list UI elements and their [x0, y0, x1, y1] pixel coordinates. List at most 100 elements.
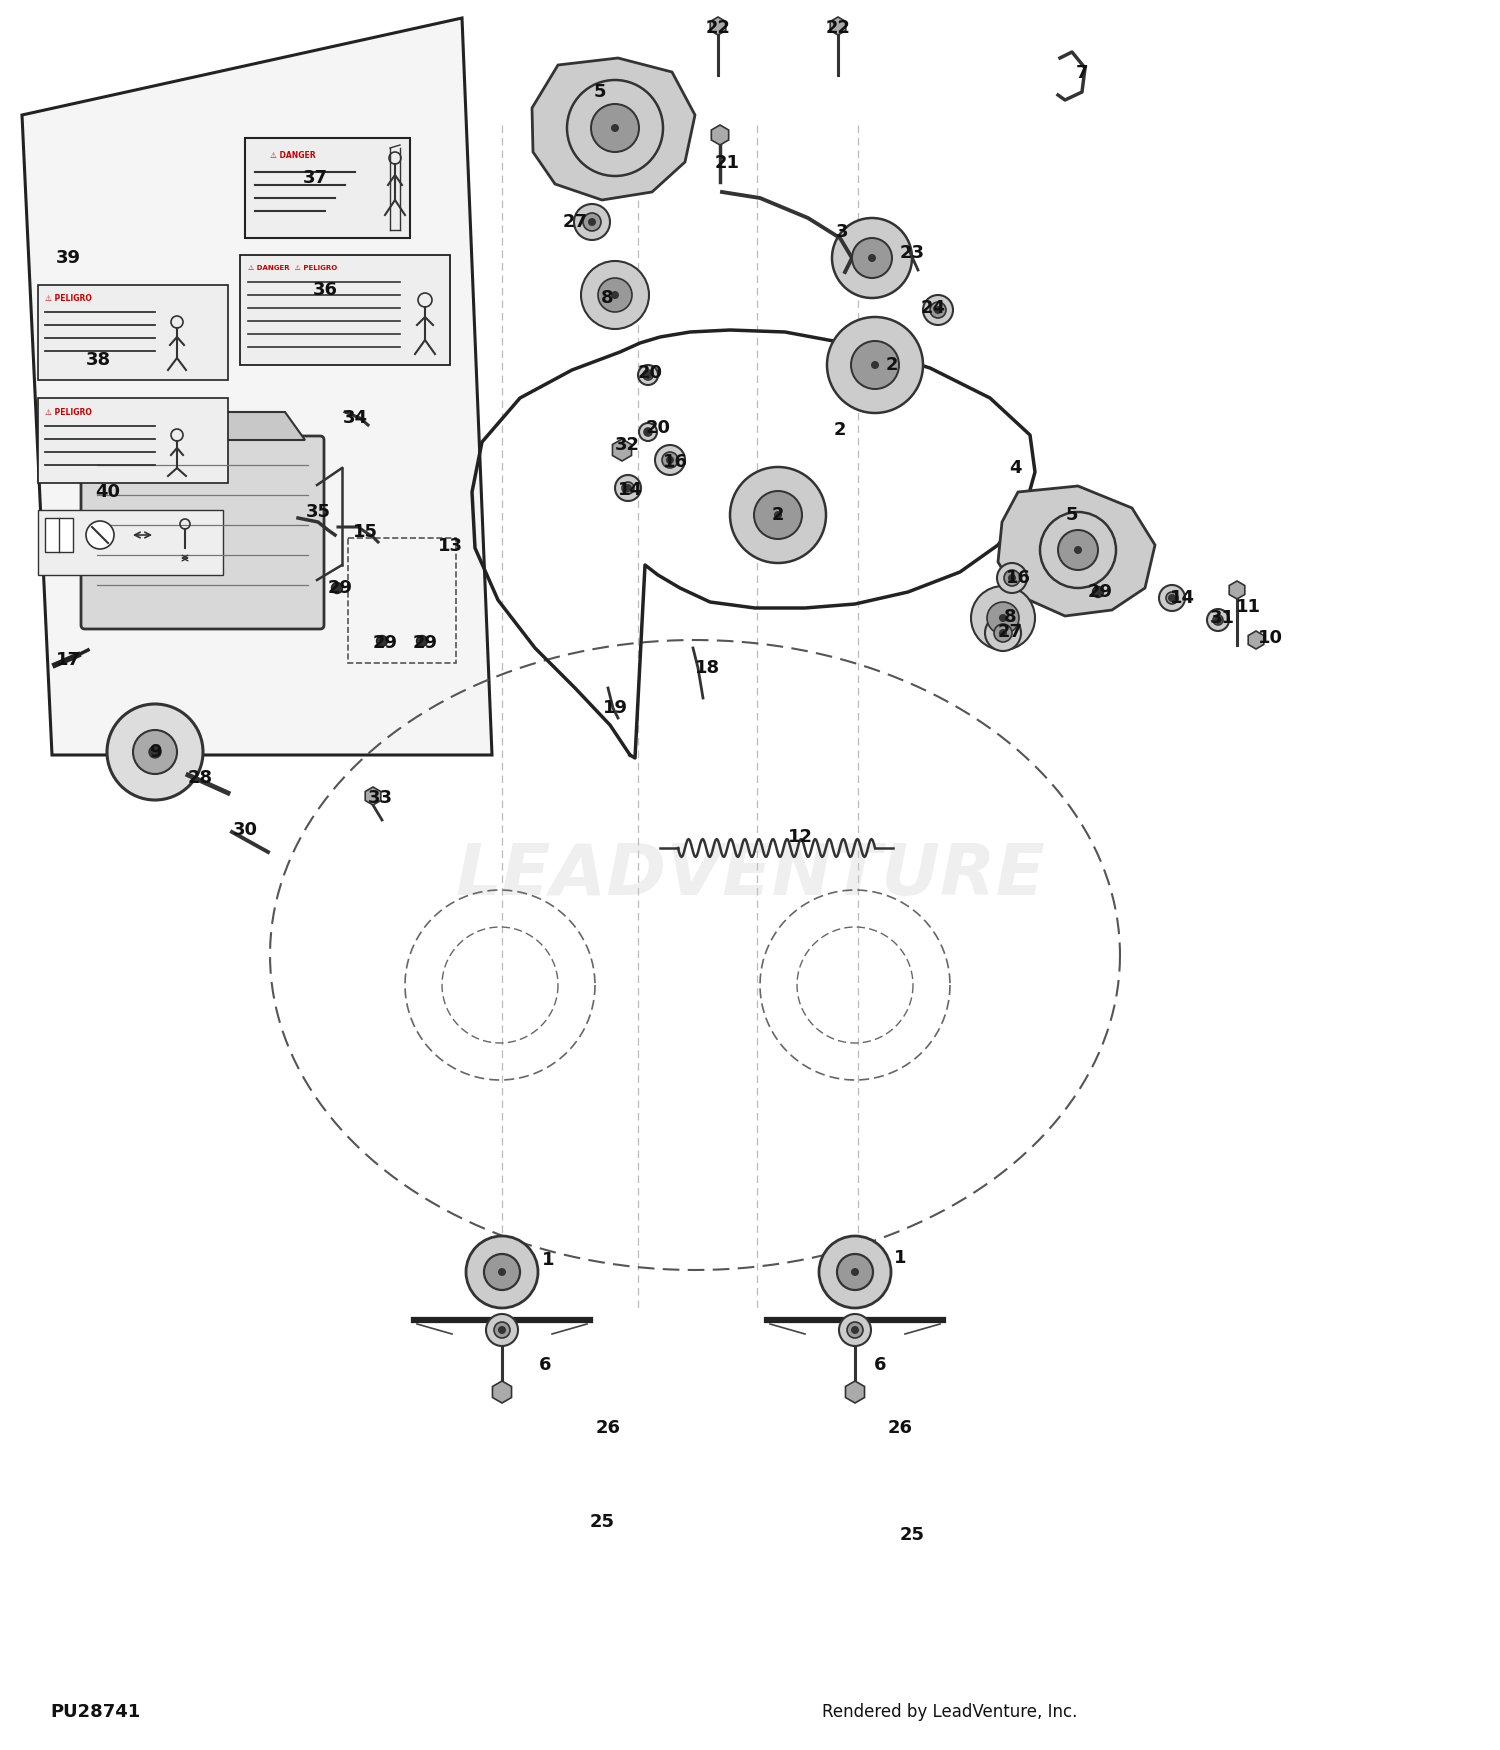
Bar [38, 509, 224, 576]
Circle shape [574, 205, 610, 240]
Text: 11: 11 [1236, 598, 1260, 616]
Text: 26: 26 [888, 1419, 912, 1437]
Circle shape [1004, 570, 1020, 586]
Circle shape [417, 635, 428, 646]
Text: 16: 16 [663, 453, 687, 471]
Circle shape [656, 444, 686, 474]
Circle shape [86, 522, 114, 550]
Circle shape [494, 1321, 510, 1339]
Text: 32: 32 [615, 436, 639, 453]
Text: 22: 22 [825, 19, 850, 37]
Text: 27: 27 [998, 623, 1023, 640]
Text: 5: 5 [1065, 506, 1078, 523]
Polygon shape [100, 411, 304, 439]
Circle shape [486, 1314, 518, 1346]
Bar [45, 518, 74, 551]
Bar [38, 397, 228, 483]
Text: 10: 10 [1257, 628, 1282, 648]
Circle shape [644, 371, 652, 380]
Polygon shape [22, 18, 492, 754]
Circle shape [610, 290, 620, 299]
Text: 22: 22 [705, 19, 730, 37]
Text: ⚠ DANGER: ⚠ DANGER [270, 150, 315, 159]
Text: 38: 38 [86, 352, 111, 369]
Bar [38, 285, 228, 380]
Text: 21: 21 [714, 154, 740, 172]
Text: 18: 18 [696, 660, 720, 677]
Circle shape [1214, 614, 1222, 625]
Polygon shape [998, 487, 1155, 616]
Circle shape [774, 511, 782, 520]
Circle shape [588, 219, 596, 226]
Circle shape [833, 219, 912, 298]
Circle shape [1168, 593, 1176, 602]
Text: 1: 1 [894, 1250, 906, 1267]
Circle shape [987, 602, 1018, 634]
Text: 17: 17 [56, 651, 81, 668]
Circle shape [819, 1236, 891, 1307]
Circle shape [868, 254, 876, 262]
Text: 24: 24 [921, 299, 945, 317]
Circle shape [662, 452, 678, 467]
Text: 29: 29 [327, 579, 352, 597]
Text: ⚠ DANGER  ⚠ PELIGRO: ⚠ DANGER ⚠ PELIGRO [248, 264, 338, 271]
Circle shape [332, 583, 342, 593]
Circle shape [827, 317, 922, 413]
Text: 27: 27 [562, 214, 588, 231]
Circle shape [1208, 609, 1228, 632]
Text: 36: 36 [312, 282, 338, 299]
Circle shape [850, 341, 898, 388]
Circle shape [850, 1326, 859, 1334]
Circle shape [644, 429, 652, 436]
Circle shape [638, 366, 658, 385]
Polygon shape [532, 58, 694, 200]
Circle shape [1160, 584, 1185, 611]
Circle shape [1058, 530, 1098, 570]
Text: 29: 29 [1088, 583, 1113, 600]
Text: ⚠ PELIGRO: ⚠ PELIGRO [45, 408, 92, 416]
Text: 20: 20 [645, 418, 670, 438]
Text: 9: 9 [148, 744, 162, 761]
Text: 23: 23 [900, 243, 924, 262]
Text: 16: 16 [1005, 569, 1031, 586]
Circle shape [148, 746, 160, 758]
Circle shape [106, 704, 202, 800]
Circle shape [1166, 592, 1178, 604]
Circle shape [466, 1236, 538, 1307]
Circle shape [1008, 574, 1016, 583]
Text: 6: 6 [873, 1356, 886, 1374]
Text: PU28741: PU28741 [50, 1703, 141, 1720]
Text: 1: 1 [542, 1251, 554, 1269]
Text: 28: 28 [188, 768, 213, 788]
Circle shape [986, 614, 1022, 651]
FancyBboxPatch shape [81, 436, 324, 628]
Circle shape [754, 492, 802, 539]
Text: 7: 7 [1076, 65, 1088, 82]
Text: 5: 5 [594, 82, 606, 102]
Text: 2: 2 [834, 422, 846, 439]
Circle shape [498, 1326, 506, 1334]
Circle shape [930, 303, 946, 318]
Text: Rendered by LeadVenture, Inc.: Rendered by LeadVenture, Inc. [822, 1703, 1077, 1720]
Text: 25: 25 [900, 1526, 924, 1544]
Circle shape [376, 635, 387, 646]
Text: 14: 14 [1170, 590, 1194, 607]
Circle shape [1040, 513, 1116, 588]
Circle shape [584, 214, 602, 231]
Circle shape [998, 564, 1028, 593]
Circle shape [999, 614, 1006, 621]
Circle shape [666, 457, 674, 464]
Bar [244, 138, 410, 238]
Circle shape [994, 625, 1012, 642]
Circle shape [922, 296, 952, 326]
Circle shape [999, 628, 1006, 637]
Circle shape [498, 1269, 506, 1276]
Text: 2: 2 [771, 506, 784, 523]
Text: 33: 33 [368, 789, 393, 807]
Text: 30: 30 [232, 821, 258, 838]
Text: ⚠ PELIGRO: ⚠ PELIGRO [45, 294, 92, 303]
Circle shape [850, 1269, 859, 1276]
Text: LEADVENTURE: LEADVENTURE [454, 840, 1046, 910]
Circle shape [837, 1255, 873, 1290]
Text: 15: 15 [352, 523, 378, 541]
